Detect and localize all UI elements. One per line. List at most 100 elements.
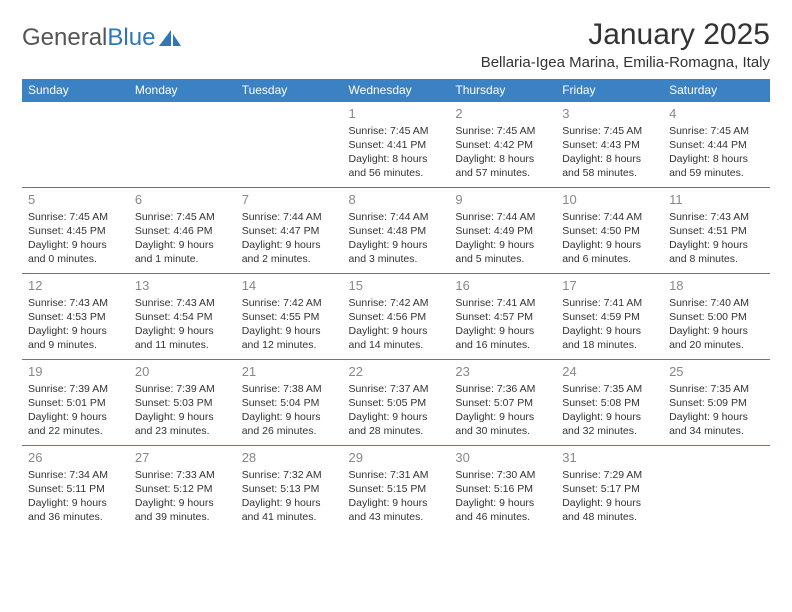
sunrise-line: Sunrise: 7:45 AM xyxy=(455,124,550,138)
day-number: 9 xyxy=(455,191,550,209)
sunset-line: Sunset: 5:08 PM xyxy=(562,396,657,410)
daylight-line: Daylight: 9 hours and 34 minutes. xyxy=(669,410,764,438)
day-cell: 8Sunrise: 7:44 AMSunset: 4:48 PMDaylight… xyxy=(343,188,450,274)
sunset-line: Sunset: 4:55 PM xyxy=(242,310,337,324)
daylight-line: Daylight: 9 hours and 22 minutes. xyxy=(28,410,123,438)
sunrise-line: Sunrise: 7:40 AM xyxy=(669,296,764,310)
day-cell: 24Sunrise: 7:35 AMSunset: 5:08 PMDayligh… xyxy=(556,360,663,446)
week-row: 1Sunrise: 7:45 AMSunset: 4:41 PMDaylight… xyxy=(22,102,770,188)
day-number: 2 xyxy=(455,105,550,123)
sunset-line: Sunset: 4:51 PM xyxy=(669,224,764,238)
sunset-line: Sunset: 4:59 PM xyxy=(562,310,657,324)
daylight-line: Daylight: 8 hours and 58 minutes. xyxy=(562,152,657,180)
day-number: 20 xyxy=(135,363,230,381)
sunset-line: Sunset: 4:44 PM xyxy=(669,138,764,152)
sunset-line: Sunset: 4:47 PM xyxy=(242,224,337,238)
brand-part1: General xyxy=(22,24,107,52)
day-cell: 23Sunrise: 7:36 AMSunset: 5:07 PMDayligh… xyxy=(449,360,556,446)
sunrise-line: Sunrise: 7:44 AM xyxy=(349,210,444,224)
sunrise-line: Sunrise: 7:43 AM xyxy=(669,210,764,224)
day-cell: 28Sunrise: 7:32 AMSunset: 5:13 PMDayligh… xyxy=(236,446,343,532)
sunset-line: Sunset: 5:11 PM xyxy=(28,482,123,496)
sunrise-line: Sunrise: 7:44 AM xyxy=(455,210,550,224)
sunrise-line: Sunrise: 7:41 AM xyxy=(562,296,657,310)
daylight-line: Daylight: 8 hours and 56 minutes. xyxy=(349,152,444,180)
daylight-line: Daylight: 9 hours and 43 minutes. xyxy=(349,496,444,524)
day-cell: 1Sunrise: 7:45 AMSunset: 4:41 PMDaylight… xyxy=(343,102,450,188)
day-number: 8 xyxy=(349,191,444,209)
sunrise-line: Sunrise: 7:34 AM xyxy=(28,468,123,482)
header: GeneralBlue January 2025 Bellaria-Igea M… xyxy=(22,18,770,77)
sunset-line: Sunset: 5:12 PM xyxy=(135,482,230,496)
day-cell: 21Sunrise: 7:38 AMSunset: 5:04 PMDayligh… xyxy=(236,360,343,446)
day-cell: 20Sunrise: 7:39 AMSunset: 5:03 PMDayligh… xyxy=(129,360,236,446)
day-number: 18 xyxy=(669,277,764,295)
sunrise-line: Sunrise: 7:44 AM xyxy=(242,210,337,224)
daylight-line: Daylight: 9 hours and 14 minutes. xyxy=(349,324,444,352)
day-number: 16 xyxy=(455,277,550,295)
day-cell: 30Sunrise: 7:30 AMSunset: 5:16 PMDayligh… xyxy=(449,446,556,532)
calendar-body: 1Sunrise: 7:45 AMSunset: 4:41 PMDaylight… xyxy=(22,102,770,532)
day-cell: 18Sunrise: 7:40 AMSunset: 5:00 PMDayligh… xyxy=(663,274,770,360)
sunset-line: Sunset: 4:46 PM xyxy=(135,224,230,238)
daylight-line: Daylight: 9 hours and 12 minutes. xyxy=(242,324,337,352)
sunset-line: Sunset: 5:16 PM xyxy=(455,482,550,496)
daylight-line: Daylight: 9 hours and 39 minutes. xyxy=(135,496,230,524)
daylight-line: Daylight: 9 hours and 8 minutes. xyxy=(669,238,764,266)
daylight-line: Daylight: 9 hours and 30 minutes. xyxy=(455,410,550,438)
daylight-line: Daylight: 9 hours and 2 minutes. xyxy=(242,238,337,266)
day-header: Tuesday xyxy=(236,79,343,102)
daylight-line: Daylight: 9 hours and 9 minutes. xyxy=(28,324,123,352)
daylight-line: Daylight: 9 hours and 6 minutes. xyxy=(562,238,657,266)
day-number: 19 xyxy=(28,363,123,381)
daylight-line: Daylight: 8 hours and 59 minutes. xyxy=(669,152,764,180)
day-number: 13 xyxy=(135,277,230,295)
day-cell: 9Sunrise: 7:44 AMSunset: 4:49 PMDaylight… xyxy=(449,188,556,274)
day-cell xyxy=(236,102,343,188)
daylight-line: Daylight: 9 hours and 20 minutes. xyxy=(669,324,764,352)
day-cell: 6Sunrise: 7:45 AMSunset: 4:46 PMDaylight… xyxy=(129,188,236,274)
day-header: Sunday xyxy=(22,79,129,102)
day-number: 14 xyxy=(242,277,337,295)
daylight-line: Daylight: 9 hours and 23 minutes. xyxy=(135,410,230,438)
daylight-line: Daylight: 9 hours and 46 minutes. xyxy=(455,496,550,524)
day-cell: 15Sunrise: 7:42 AMSunset: 4:56 PMDayligh… xyxy=(343,274,450,360)
day-number: 27 xyxy=(135,449,230,467)
sunset-line: Sunset: 4:53 PM xyxy=(28,310,123,324)
day-number: 1 xyxy=(349,105,444,123)
day-cell: 13Sunrise: 7:43 AMSunset: 4:54 PMDayligh… xyxy=(129,274,236,360)
daylight-line: Daylight: 9 hours and 32 minutes. xyxy=(562,410,657,438)
day-number: 24 xyxy=(562,363,657,381)
day-cell: 19Sunrise: 7:39 AMSunset: 5:01 PMDayligh… xyxy=(22,360,129,446)
sunrise-line: Sunrise: 7:43 AM xyxy=(135,296,230,310)
calendar-header-row: SundayMondayTuesdayWednesdayThursdayFrid… xyxy=(22,79,770,102)
week-row: 19Sunrise: 7:39 AMSunset: 5:01 PMDayligh… xyxy=(22,360,770,446)
day-cell: 4Sunrise: 7:45 AMSunset: 4:44 PMDaylight… xyxy=(663,102,770,188)
month-title: January 2025 xyxy=(481,18,770,52)
day-number: 6 xyxy=(135,191,230,209)
brand-part2: Blue xyxy=(107,24,155,52)
week-row: 5Sunrise: 7:45 AMSunset: 4:45 PMDaylight… xyxy=(22,188,770,274)
day-cell xyxy=(22,102,129,188)
sunset-line: Sunset: 4:42 PM xyxy=(455,138,550,152)
sunset-line: Sunset: 5:15 PM xyxy=(349,482,444,496)
day-cell: 26Sunrise: 7:34 AMSunset: 5:11 PMDayligh… xyxy=(22,446,129,532)
day-number: 11 xyxy=(669,191,764,209)
sunrise-line: Sunrise: 7:30 AM xyxy=(455,468,550,482)
day-cell: 14Sunrise: 7:42 AMSunset: 4:55 PMDayligh… xyxy=(236,274,343,360)
day-cell: 31Sunrise: 7:29 AMSunset: 5:17 PMDayligh… xyxy=(556,446,663,532)
day-number: 3 xyxy=(562,105,657,123)
sunrise-line: Sunrise: 7:45 AM xyxy=(28,210,123,224)
day-cell: 17Sunrise: 7:41 AMSunset: 4:59 PMDayligh… xyxy=(556,274,663,360)
sunrise-line: Sunrise: 7:41 AM xyxy=(455,296,550,310)
daylight-line: Daylight: 9 hours and 1 minute. xyxy=(135,238,230,266)
location-subtitle: Bellaria-Igea Marina, Emilia-Romagna, It… xyxy=(481,54,770,71)
daylight-line: Daylight: 9 hours and 0 minutes. xyxy=(28,238,123,266)
sunset-line: Sunset: 5:00 PM xyxy=(669,310,764,324)
calendar-table: SundayMondayTuesdayWednesdayThursdayFrid… xyxy=(22,79,770,532)
daylight-line: Daylight: 9 hours and 5 minutes. xyxy=(455,238,550,266)
daylight-line: Daylight: 9 hours and 36 minutes. xyxy=(28,496,123,524)
sunrise-line: Sunrise: 7:33 AM xyxy=(135,468,230,482)
day-number: 23 xyxy=(455,363,550,381)
day-cell: 7Sunrise: 7:44 AMSunset: 4:47 PMDaylight… xyxy=(236,188,343,274)
